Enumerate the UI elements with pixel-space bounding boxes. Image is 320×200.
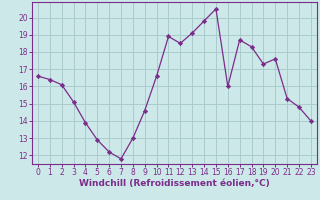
X-axis label: Windchill (Refroidissement éolien,°C): Windchill (Refroidissement éolien,°C) bbox=[79, 179, 270, 188]
